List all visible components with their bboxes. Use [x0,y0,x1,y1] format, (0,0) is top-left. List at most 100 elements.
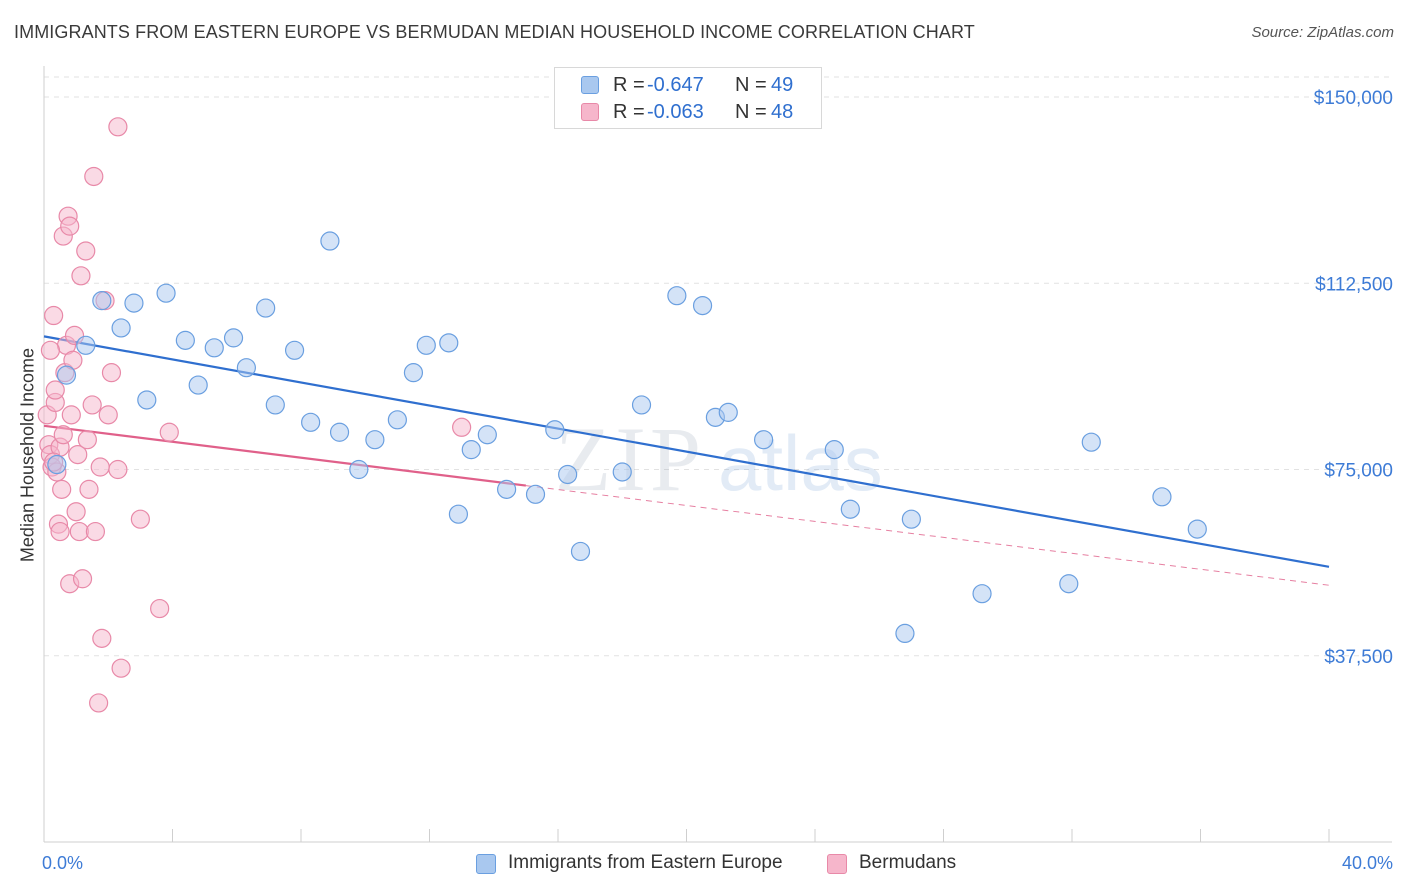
data-point [84,166,104,187]
data-point [477,425,497,445]
data-point [387,410,407,430]
data-point [545,420,565,440]
data-point [124,293,144,313]
data-point [667,286,687,306]
y-tick-label: $75,000 [1324,461,1393,482]
data-point [461,440,481,460]
data-point [85,521,106,542]
tick-labels: $37,500 $75,000 $112,500 $150,000 0.0% 40.0% [42,88,1393,873]
data-point [349,459,369,480]
watermark-atlas: atlas [718,419,883,507]
data-point [137,390,157,410]
x-tick-label-right: 40.0% [1342,853,1393,873]
data-point [448,504,469,524]
series-legend: Immigrants from Eastern Europe Bermudans [0,852,1406,878]
r-label: R = [613,74,645,96]
data-point [76,335,96,355]
data-point [111,318,131,338]
y-tick-label: $112,500 [1315,274,1393,295]
data-point [320,231,340,251]
data-point [901,509,921,529]
data-point [824,440,844,460]
source-label: Source: ZipAtlas.com [1251,24,1394,41]
data-point [284,340,305,360]
data-point [188,375,208,395]
data-points [37,117,1207,713]
data-point [45,380,65,400]
n-value: 49 [771,74,794,96]
data-point [329,422,350,442]
trend-lines [43,335,1330,586]
data-point [1152,487,1172,507]
data-point [416,335,436,355]
data-point [452,417,472,437]
data-point [52,479,72,499]
data-point [972,584,992,604]
data-point [1059,574,1079,594]
data-point [204,338,224,358]
trend-line-solid [43,424,527,487]
data-point [89,693,109,713]
data-point [111,658,131,678]
data-point [256,298,276,318]
data-point [79,479,99,499]
chart-title: IMMIGRANTS FROM EASTERN EUROPE VS BERMUD… [14,22,975,42]
data-point [44,305,64,326]
data-point [439,333,459,353]
data-point [69,521,89,542]
trend-line-dashed [525,485,1330,586]
legend-label: Immigrants from Eastern Europe [508,852,783,873]
r-value: -0.063 [647,101,704,123]
data-point [525,484,546,504]
watermark-zip: ZIP [555,408,705,510]
data-point [692,296,713,316]
data-point [82,395,102,415]
data-point [159,422,179,442]
legend-swatch-blue [581,76,599,94]
legend-swatch-pink [581,103,599,121]
legend-swatch-pink [827,854,847,874]
trend-line [43,335,1330,568]
y-tick-label: $150,000 [1314,88,1393,109]
data-point [175,330,195,350]
n-label: N = [735,101,767,123]
data-point [108,117,128,137]
watermark: ZIP atlas [555,408,883,510]
data-point [718,402,738,422]
data-point [77,430,97,450]
series-eastern-europe [47,231,1207,644]
series-bermudans [37,117,472,713]
legend-swatch-blue [476,854,496,874]
data-point [265,395,285,415]
data-point [40,340,61,360]
data-point [223,328,244,348]
data-point [236,358,256,378]
r-value: -0.647 [647,74,704,96]
data-point [612,462,632,482]
r-label: R = [613,101,645,123]
data-point [98,405,118,425]
data-point [53,425,73,445]
correlation-legend: R = -0.647 N = 49 R = -0.063 N = 48 [554,67,822,129]
data-point [72,569,93,589]
data-point [90,457,110,477]
data-point [71,266,91,286]
data-point [365,430,385,450]
data-point [558,464,578,485]
data-point [47,454,67,475]
data-point [631,395,652,415]
data-point [50,521,70,542]
data-point [497,479,517,499]
data-point [61,405,81,425]
data-point [76,241,96,261]
data-point [840,499,860,519]
data-point [753,430,774,450]
data-point [1187,519,1207,539]
data-point [56,365,77,385]
data-point [108,459,128,480]
y-tick-label: $37,500 [1324,647,1393,668]
data-point [1081,432,1101,452]
data-point [895,623,915,644]
data-point [570,541,591,562]
